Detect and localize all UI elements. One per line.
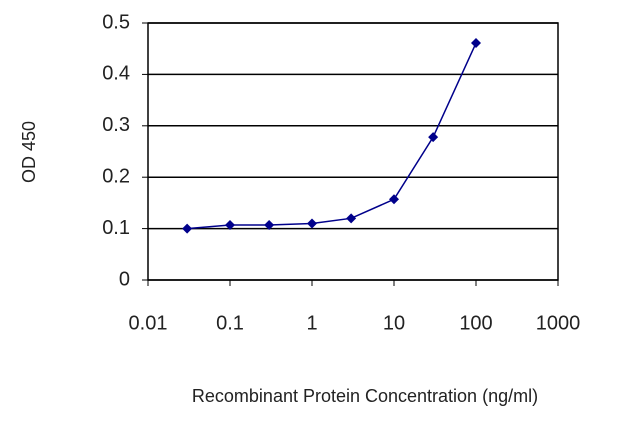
plot-frame xyxy=(147,22,559,281)
data-point xyxy=(346,213,357,224)
data-point xyxy=(225,220,235,231)
x-tick-label: 1 xyxy=(306,312,317,334)
y-tick-label: 0.5 xyxy=(102,11,130,33)
x-tick-label: 0.01 xyxy=(129,312,168,334)
y-tick-label: 0.1 xyxy=(102,217,130,239)
x-tick-label: 1000 xyxy=(536,312,581,334)
y-tick-label: 0.2 xyxy=(102,165,130,187)
x-tick-label: 10 xyxy=(383,312,405,334)
x-axis-title: Recombinant Protein Concentration (ng/ml… xyxy=(192,386,538,406)
x-tick-label: 0.1 xyxy=(216,312,244,334)
data-point xyxy=(389,194,399,205)
data-point xyxy=(471,38,481,49)
y-axis-title: OD 450 xyxy=(19,121,39,183)
data-point xyxy=(182,223,193,234)
y-tick-label: 0 xyxy=(119,268,130,290)
data-point xyxy=(307,218,317,229)
data-point xyxy=(264,220,275,231)
data-line xyxy=(187,42,477,230)
x-tick-label: 100 xyxy=(459,312,492,334)
data-point xyxy=(428,132,439,143)
y-tick-label: 0.4 xyxy=(102,63,130,85)
y-tick-label: 0.3 xyxy=(102,114,130,136)
